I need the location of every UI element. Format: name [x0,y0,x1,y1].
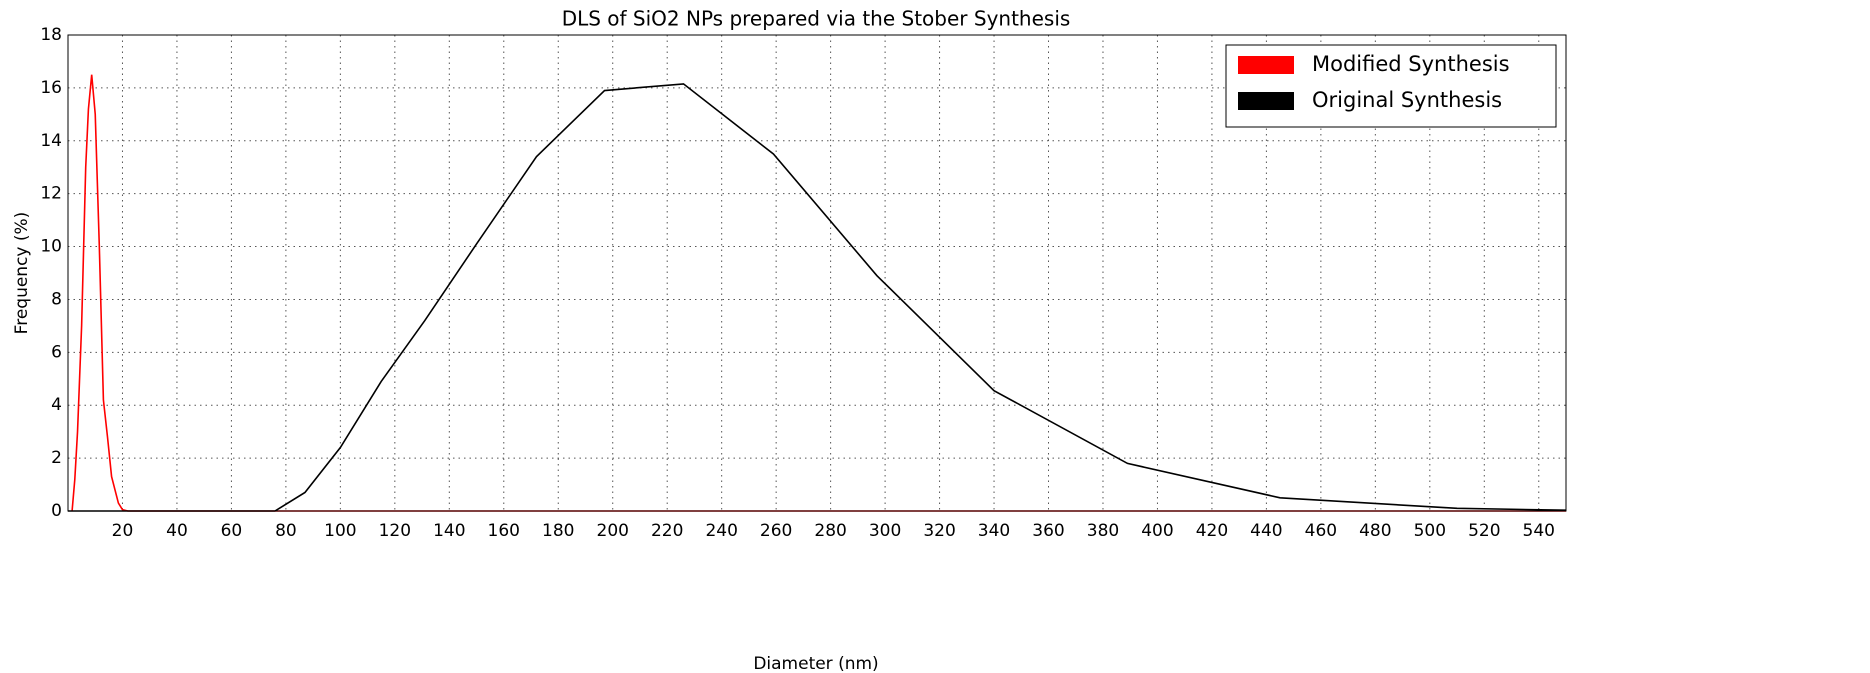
line-series [68,83,1567,512]
x-tick-label: 80 [275,521,297,541]
x-tick-label: 440 [1250,521,1282,541]
y-axis-label: Frequency (%) [12,212,32,335]
legend-label: Original Synthesis [1312,88,1502,112]
y-tick-label: 12 [40,184,62,204]
x-tick-label: 300 [869,521,901,541]
y-tick-label: 10 [40,237,62,257]
y-tick-label: 6 [51,342,62,362]
x-tick-label: 220 [651,521,683,541]
x-tick-label: 420 [1196,521,1228,541]
y-tick-label: 0 [51,501,62,521]
line-series [71,74,1566,512]
x-tick-label: 240 [705,521,737,541]
y-tick-label: 8 [51,289,62,309]
x-tick-label: 60 [221,521,243,541]
x-tick-label: 400 [1141,521,1173,541]
x-tick-label: 260 [760,521,792,541]
x-tick-label: 120 [379,521,411,541]
legend-label: Modified Synthesis [1312,52,1510,76]
x-tick-label: 460 [1305,521,1337,541]
x-tick-label: 360 [1032,521,1064,541]
x-tick-label: 100 [324,521,356,541]
y-tick-label: 4 [51,395,62,415]
x-tick-label: 180 [542,521,574,541]
x-tick-label: 480 [1359,521,1391,541]
x-axis-label: Diameter (nm) [753,654,878,673]
x-tick-label: 160 [488,521,520,541]
x-tick-label: 500 [1414,521,1446,541]
y-tick-label: 2 [51,448,62,468]
x-tick-label: 200 [597,521,629,541]
x-tick-label: 380 [1087,521,1119,541]
x-tick-label: 40 [166,521,188,541]
x-tick-label: 320 [923,521,955,541]
y-tick-label: 18 [40,25,62,45]
x-tick-label: 280 [814,521,846,541]
y-tick-label: 16 [40,78,62,98]
chart-title: DLS of SiO2 NPs prepared via the Stober … [562,7,1071,31]
x-tick-label: 520 [1468,521,1500,541]
x-tick-label: 20 [112,521,134,541]
x-tick-label: 140 [433,521,465,541]
plot-frame [67,34,1567,512]
y-tick-label: 14 [40,131,62,151]
x-tick-label: 340 [978,521,1010,541]
legend-swatch [1238,56,1294,74]
x-tick-label: 540 [1523,521,1555,541]
legend-swatch [1238,92,1294,110]
